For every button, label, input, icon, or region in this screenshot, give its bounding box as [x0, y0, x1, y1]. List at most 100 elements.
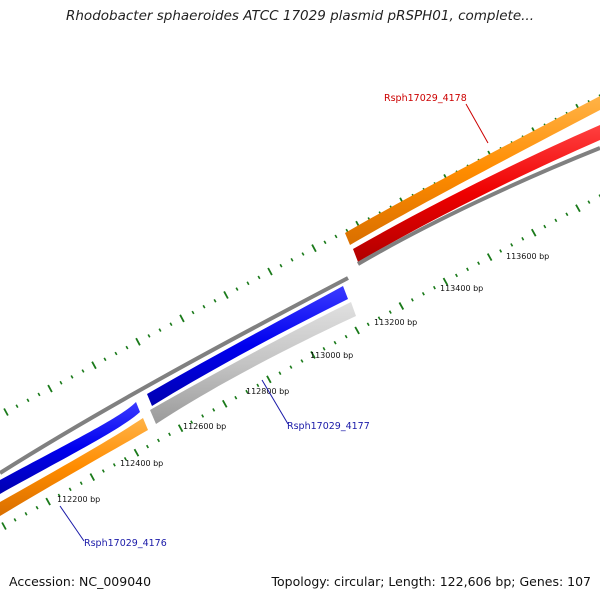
cds-rsph17029-4178[interactable] [353, 125, 600, 262]
gene-arrow-rsph17029-4178-forward[interactable] [345, 96, 600, 245]
tick-mark [344, 334, 348, 339]
tick-mark [366, 322, 370, 327]
tick-mark [213, 299, 217, 303]
cds-rsph17029-4177-main[interactable] [147, 286, 348, 406]
gene-arrow-rsph17029-4176-forward[interactable] [0, 418, 148, 516]
tick-mark [531, 228, 537, 237]
tick-mark [278, 371, 282, 375]
leader-line-rsph17029-4177 [261, 379, 289, 425]
tick-mark [466, 267, 470, 272]
tick-mark [24, 512, 28, 516]
tick-mark [68, 487, 72, 492]
tick-mark [289, 365, 293, 369]
tick-mark [35, 505, 39, 510]
tick-mark [587, 200, 591, 204]
tick-mark [191, 310, 195, 315]
tick-mark [245, 389, 249, 394]
tick-mark [222, 399, 228, 408]
leader-line-rsph17029-4176 [59, 505, 85, 542]
tick-mark [279, 263, 283, 268]
tick-mark [212, 408, 216, 412]
tick-mark [146, 444, 149, 449]
tick-mark [421, 292, 425, 296]
tick-mark [334, 234, 338, 239]
tick-mark [177, 424, 184, 433]
tick-mark [59, 380, 63, 385]
tick-mark [70, 375, 74, 379]
tick-mark [79, 481, 83, 485]
tick-mark [47, 384, 53, 393]
tick-mark [345, 228, 349, 233]
scale-labels: 112200 bp 112400 bp 112600 bp 112800 bp … [57, 252, 549, 504]
tick-mark [377, 316, 381, 320]
backbone-line-upper [356, 146, 600, 266]
tick-mark [598, 94, 600, 98]
tick-mark [1, 522, 7, 530]
inner-tick-track [1, 194, 600, 530]
accession-label: Accession: NC_009040 [9, 574, 152, 589]
tick-mark [354, 326, 360, 335]
tick-mark [157, 438, 160, 443]
scale-label: 112400 bp [120, 459, 163, 468]
tick-mark [311, 244, 317, 253]
scale-label: 112800 bp [246, 387, 289, 396]
tick-mark [477, 261, 481, 265]
tick-mark [89, 473, 95, 482]
tick-mark [3, 408, 9, 416]
tick-mark [290, 258, 294, 262]
tick-mark [300, 359, 304, 363]
tick-mark [521, 237, 525, 241]
gene-label-rsph17029-4176[interactable]: Rsph17029_4176 [84, 538, 167, 549]
tick-mark [234, 395, 238, 400]
tick-mark [598, 194, 600, 198]
tick-mark [266, 375, 272, 384]
tick-mark [114, 351, 118, 356]
tick-mark [322, 347, 326, 351]
tick-mark [388, 310, 392, 314]
tick-mark [57, 493, 61, 498]
tick-mark [575, 204, 581, 213]
tick-mark [455, 273, 458, 278]
tick-mark [37, 392, 41, 397]
tick-mark [323, 240, 327, 245]
tick-mark [499, 249, 503, 253]
gene-arrow-rsph17029-4177-reverse[interactable] [150, 302, 356, 424]
tick-mark [147, 334, 151, 338]
tick-mark [410, 298, 414, 302]
cds-rsph17029-4177[interactable] [0, 402, 140, 494]
gene-label-rsph17029-4178[interactable]: Rsph17029_4178 [384, 93, 467, 104]
tick-mark [442, 277, 449, 286]
gene-label-rsph17029-4177[interactable]: Rsph17029_4177 [287, 421, 370, 432]
tick-mark [257, 275, 261, 280]
scale-label: 113000 bp [310, 351, 353, 360]
scale-label: 113600 bp [506, 252, 549, 261]
tick-mark [45, 497, 51, 506]
tick-mark [202, 304, 206, 309]
tick-mark [125, 345, 129, 350]
scale-label: 113200 bp [374, 318, 417, 327]
tick-mark [123, 457, 127, 461]
tick-mark [15, 404, 19, 408]
tick-mark [554, 218, 558, 223]
tick-mark [135, 337, 141, 346]
tick-mark [256, 383, 260, 388]
tick-mark [235, 287, 239, 291]
tick-mark [158, 328, 162, 332]
tick-mark [190, 420, 194, 424]
leader-line-rsph17029-4178 [465, 103, 489, 144]
tick-mark [103, 357, 107, 362]
tick-mark [543, 224, 547, 229]
tick-mark [565, 212, 569, 217]
tick-mark [201, 414, 205, 418]
tick-mark [246, 281, 250, 286]
page-title: Rhodobacter sphaeroides ATCC 17029 plasm… [66, 8, 534, 24]
tick-mark [26, 398, 30, 403]
tick-mark [168, 432, 172, 437]
tick-mark [13, 518, 17, 522]
tick-mark [510, 243, 514, 247]
tick-mark [179, 314, 185, 323]
tick-mark [112, 463, 116, 467]
tick-mark [432, 285, 436, 290]
tick-mark [267, 267, 273, 276]
